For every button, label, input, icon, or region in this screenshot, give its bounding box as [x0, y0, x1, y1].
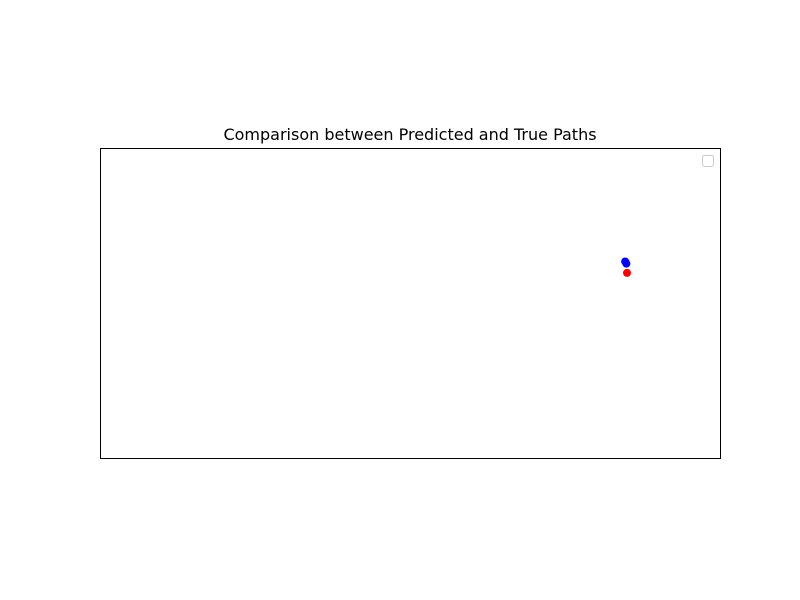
data-point-series-2-1 [623, 268, 631, 277]
data-point-series-1-2 [622, 259, 631, 268]
legend[interactable] [702, 155, 714, 167]
plot-area [100, 148, 721, 459]
chart-title: Comparison between Predicted and True Pa… [223, 125, 596, 144]
plot-frame [100, 148, 721, 459]
data-points [621, 257, 631, 277]
legend-box[interactable] [702, 155, 714, 167]
